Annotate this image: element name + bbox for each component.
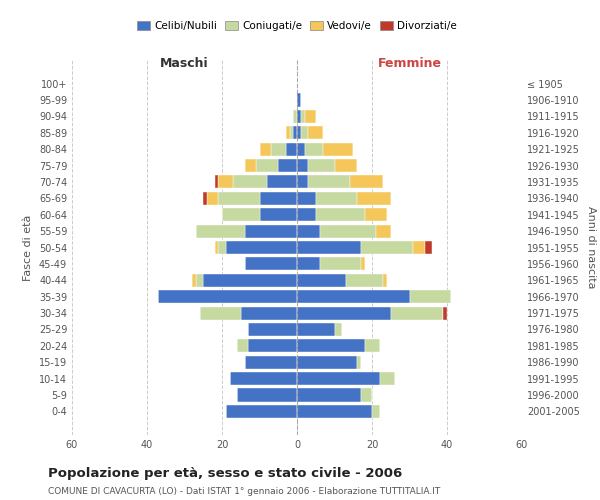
Bar bbox=[297, 94, 301, 106]
Bar bbox=[196, 224, 245, 237]
Bar bbox=[301, 126, 308, 140]
Text: COMUNE DI CAVACURTA (LO) - Dati ISTAT 1° gennaio 2006 - Elaborazione TUTTITALIA.: COMUNE DI CAVACURTA (LO) - Dati ISTAT 1°… bbox=[48, 488, 440, 496]
Bar bbox=[229, 372, 297, 385]
Bar bbox=[286, 126, 290, 140]
Bar bbox=[297, 126, 301, 140]
Bar bbox=[297, 290, 409, 303]
Bar bbox=[256, 159, 278, 172]
Text: Femmine: Femmine bbox=[377, 58, 442, 70]
Bar bbox=[248, 340, 297, 352]
Bar bbox=[380, 372, 395, 385]
Bar bbox=[357, 356, 361, 369]
Bar bbox=[260, 208, 297, 222]
Bar bbox=[192, 274, 196, 287]
Bar bbox=[297, 241, 361, 254]
Bar bbox=[260, 192, 297, 205]
Bar bbox=[218, 176, 233, 188]
Bar bbox=[297, 192, 316, 205]
Bar bbox=[245, 159, 256, 172]
Bar bbox=[297, 306, 391, 320]
Bar bbox=[357, 192, 391, 205]
Bar bbox=[218, 192, 260, 205]
Y-axis label: Fasce di età: Fasce di età bbox=[23, 214, 33, 280]
Bar bbox=[376, 224, 391, 237]
Bar bbox=[293, 126, 297, 140]
Bar bbox=[365, 208, 387, 222]
Bar bbox=[297, 356, 357, 369]
Bar bbox=[361, 258, 365, 270]
Bar bbox=[335, 323, 342, 336]
Bar bbox=[158, 290, 297, 303]
Bar bbox=[222, 208, 260, 222]
Text: Maschi: Maschi bbox=[160, 58, 209, 70]
Bar bbox=[297, 258, 320, 270]
Bar bbox=[297, 159, 308, 172]
Bar bbox=[245, 356, 297, 369]
Bar bbox=[443, 306, 447, 320]
Bar bbox=[297, 405, 372, 418]
Bar bbox=[226, 405, 297, 418]
Text: Popolazione per età, sesso e stato civile - 2006: Popolazione per età, sesso e stato civil… bbox=[48, 468, 402, 480]
Bar bbox=[413, 241, 425, 254]
Bar bbox=[361, 241, 413, 254]
Bar bbox=[308, 126, 323, 140]
Bar bbox=[409, 290, 451, 303]
Bar bbox=[245, 258, 297, 270]
Bar bbox=[305, 110, 316, 123]
Bar bbox=[260, 142, 271, 156]
Bar bbox=[286, 142, 297, 156]
Bar bbox=[297, 208, 316, 222]
Bar bbox=[297, 142, 305, 156]
Bar bbox=[346, 274, 383, 287]
Bar bbox=[218, 241, 226, 254]
Bar bbox=[278, 159, 297, 172]
Bar bbox=[361, 388, 372, 402]
Bar bbox=[293, 110, 297, 123]
Y-axis label: Anni di nascita: Anni di nascita bbox=[586, 206, 596, 289]
Bar bbox=[196, 274, 203, 287]
Bar bbox=[199, 306, 241, 320]
Bar bbox=[308, 176, 349, 188]
Bar bbox=[297, 323, 335, 336]
Bar bbox=[308, 159, 335, 172]
Bar bbox=[383, 274, 387, 287]
Bar bbox=[233, 176, 267, 188]
Bar bbox=[391, 306, 443, 320]
Bar bbox=[203, 192, 207, 205]
Bar bbox=[237, 388, 297, 402]
Bar bbox=[290, 126, 293, 140]
Bar bbox=[372, 405, 380, 418]
Bar bbox=[297, 372, 380, 385]
Bar bbox=[271, 142, 286, 156]
Bar bbox=[425, 241, 432, 254]
Bar bbox=[267, 176, 297, 188]
Bar bbox=[226, 241, 297, 254]
Bar bbox=[305, 142, 323, 156]
Bar bbox=[323, 142, 353, 156]
Bar bbox=[316, 192, 357, 205]
Bar bbox=[248, 323, 297, 336]
Bar bbox=[316, 208, 365, 222]
Bar bbox=[297, 388, 361, 402]
Bar bbox=[301, 110, 305, 123]
Legend: Celibi/Nubili, Coniugati/e, Vedovi/e, Divorziati/e: Celibi/Nubili, Coniugati/e, Vedovi/e, Di… bbox=[133, 16, 461, 35]
Bar bbox=[215, 241, 218, 254]
Bar bbox=[245, 224, 297, 237]
Bar bbox=[241, 306, 297, 320]
Bar bbox=[207, 192, 218, 205]
Bar bbox=[297, 176, 308, 188]
Bar bbox=[297, 224, 320, 237]
Bar bbox=[335, 159, 357, 172]
Bar bbox=[297, 110, 301, 123]
Bar bbox=[297, 340, 365, 352]
Bar bbox=[349, 176, 383, 188]
Bar bbox=[297, 274, 346, 287]
Bar bbox=[320, 258, 361, 270]
Bar bbox=[320, 224, 376, 237]
Bar bbox=[237, 340, 248, 352]
Bar bbox=[365, 340, 380, 352]
Bar bbox=[215, 176, 218, 188]
Bar bbox=[203, 274, 297, 287]
